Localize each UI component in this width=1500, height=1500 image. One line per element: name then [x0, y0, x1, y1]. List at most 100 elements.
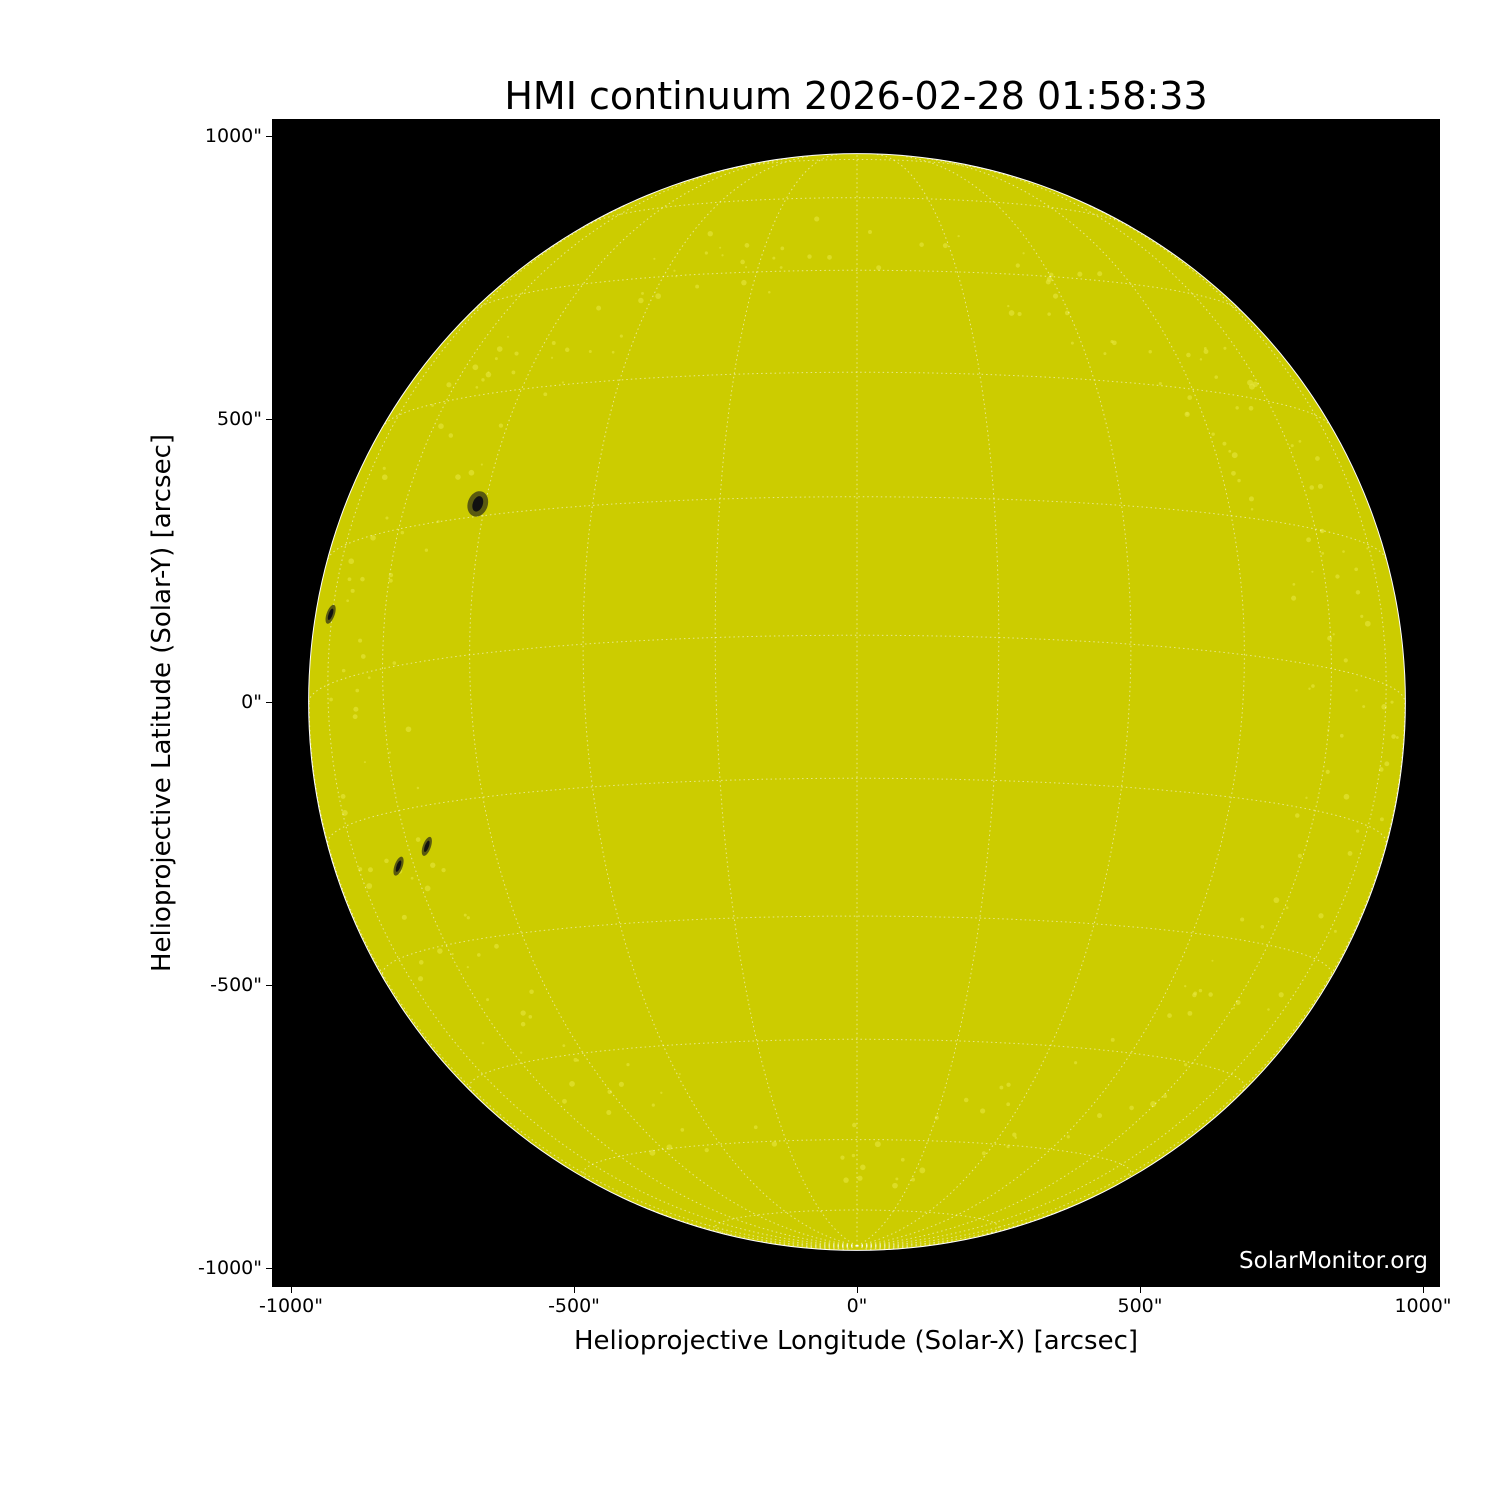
facula	[1309, 485, 1315, 490]
facula	[367, 676, 371, 680]
facula	[360, 654, 366, 659]
x-tick-mark	[856, 1287, 858, 1293]
facula	[370, 535, 376, 541]
facula	[424, 885, 431, 892]
facula	[807, 254, 812, 259]
y-axis-label: Helioprojective Latitude (Solar-Y) [arcs…	[147, 433, 177, 973]
facula	[550, 356, 554, 359]
facula	[780, 246, 785, 251]
x-tick-mark	[290, 1287, 292, 1293]
facula	[1318, 913, 1324, 919]
facula	[1339, 733, 1344, 738]
facula	[1285, 906, 1289, 910]
facula	[1355, 689, 1358, 692]
facula	[1052, 293, 1059, 299]
facula	[611, 350, 615, 354]
facula	[1354, 567, 1359, 572]
facula	[392, 661, 397, 665]
facula	[340, 793, 346, 799]
facula	[358, 638, 363, 643]
facula	[468, 469, 475, 476]
facula	[626, 1063, 630, 1067]
facula	[1222, 441, 1227, 446]
facula	[562, 1044, 566, 1048]
facula	[827, 254, 832, 260]
facula	[596, 305, 602, 311]
x-tick-mark	[1422, 1287, 1424, 1293]
facula	[1297, 853, 1303, 858]
facula	[1333, 929, 1337, 933]
facula	[410, 876, 414, 880]
facula	[942, 243, 948, 249]
facula	[1298, 439, 1302, 443]
facula	[814, 216, 820, 222]
facula	[745, 266, 748, 269]
facula	[606, 1110, 612, 1116]
facula	[1306, 537, 1312, 543]
facula	[1184, 985, 1187, 988]
facula	[1267, 1008, 1270, 1011]
y-tick-mark	[266, 701, 272, 703]
y-tick-mark	[266, 1267, 272, 1269]
facula	[551, 341, 556, 345]
facula	[381, 474, 388, 481]
facula	[417, 976, 424, 982]
facula	[1211, 432, 1215, 436]
facula	[564, 347, 570, 353]
facula	[1278, 992, 1284, 998]
facula	[771, 1141, 778, 1147]
facula	[704, 251, 708, 255]
facula	[1343, 793, 1350, 800]
facula	[638, 297, 644, 304]
facula	[957, 234, 960, 238]
facula	[1327, 728, 1330, 732]
y-tick-mark	[266, 984, 272, 986]
facula	[655, 293, 662, 299]
facula	[405, 726, 412, 733]
facula	[562, 1098, 567, 1104]
facula	[618, 1081, 624, 1087]
watermark: SolarMonitor.org	[1239, 1248, 1428, 1274]
facula	[1362, 705, 1366, 709]
facula	[514, 351, 519, 356]
y-tick-mark	[266, 135, 272, 137]
facula	[529, 989, 534, 995]
facula	[480, 463, 483, 466]
facula	[511, 370, 516, 375]
facula	[851, 1153, 856, 1158]
facula	[678, 1072, 681, 1075]
facula	[438, 423, 444, 429]
longitude-grid-line	[856, 205, 1387, 1247]
facula	[768, 290, 771, 294]
facula	[1390, 700, 1394, 704]
facula	[999, 1085, 1004, 1090]
facula	[494, 943, 499, 949]
facula	[367, 867, 373, 873]
facula	[441, 868, 446, 873]
facula	[649, 1149, 656, 1156]
facula	[528, 1015, 533, 1019]
facula	[1148, 350, 1152, 354]
facula	[1273, 897, 1280, 904]
facula	[1228, 449, 1232, 453]
y-tick-label: 0"	[241, 691, 262, 713]
facula	[1223, 346, 1227, 350]
facula	[707, 231, 713, 237]
facula	[1391, 734, 1396, 739]
facula	[1360, 614, 1364, 618]
facula	[1150, 1101, 1157, 1108]
facula	[498, 423, 504, 428]
facula	[744, 243, 750, 248]
facula	[1203, 347, 1207, 350]
longitude-grid-line	[856, 165, 1333, 1247]
facula	[415, 837, 421, 842]
facula	[1097, 271, 1103, 277]
facula	[895, 1177, 899, 1181]
plot-area	[272, 119, 1440, 1287]
x-tick-label: -1000"	[259, 1295, 323, 1317]
facula	[1292, 582, 1296, 586]
facula	[561, 381, 565, 384]
facula	[874, 1141, 881, 1148]
facula	[363, 761, 366, 764]
facula	[384, 858, 389, 864]
